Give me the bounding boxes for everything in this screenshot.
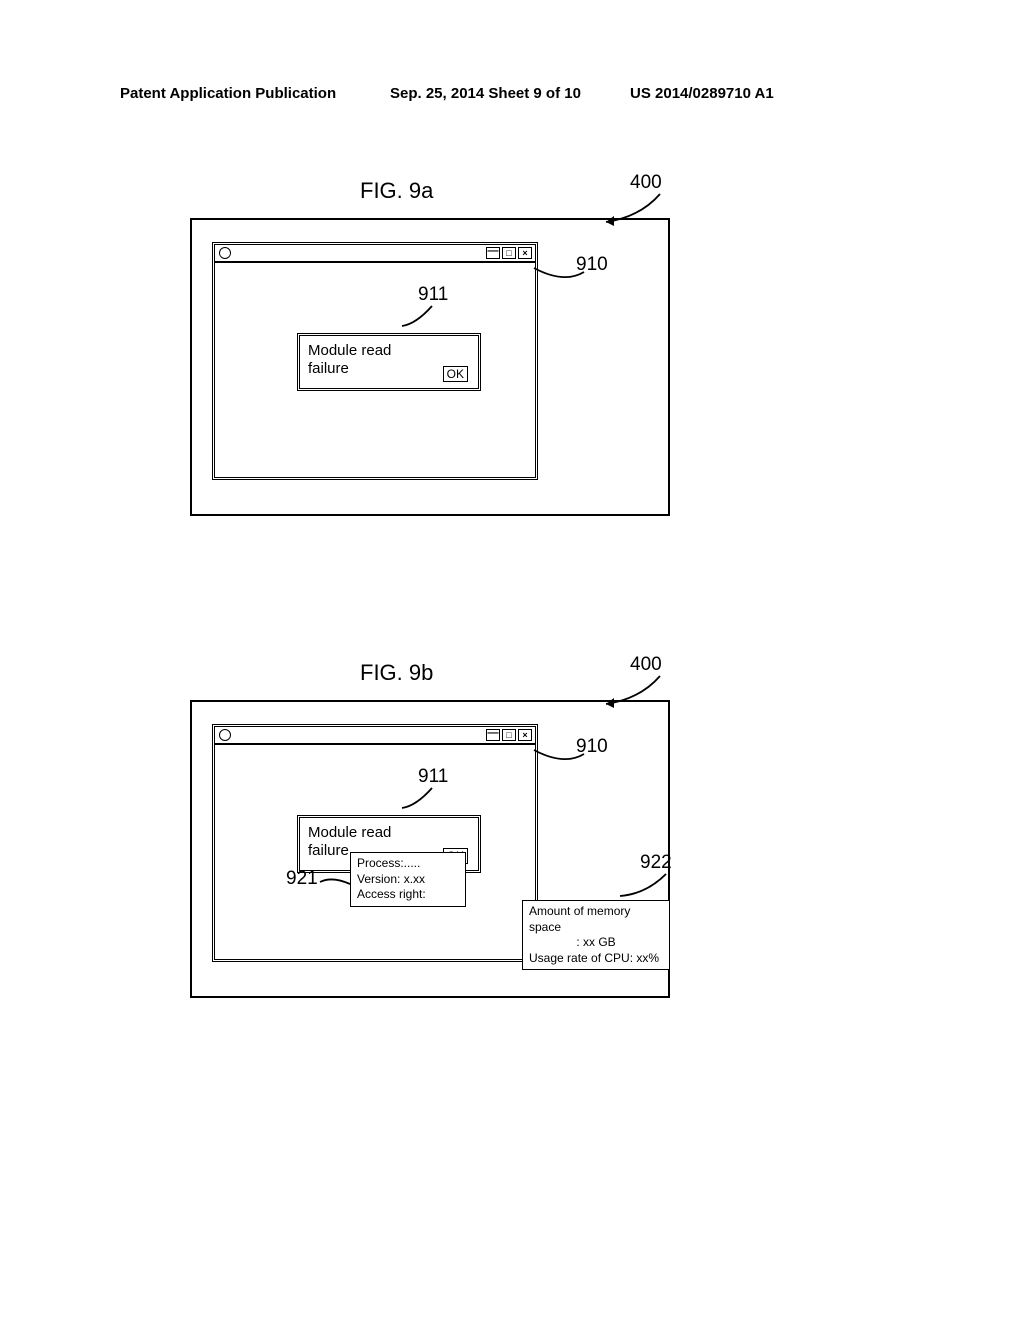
lead-922	[616, 872, 672, 902]
close-button[interactable]: ×	[518, 247, 532, 259]
lead-921	[318, 874, 354, 892]
ref-400-a: 400	[630, 172, 662, 194]
minimize-button[interactable]: —	[486, 247, 500, 259]
lead-910-b	[530, 746, 590, 772]
tooltip-922-line3: Usage rate of CPU: xx%	[529, 951, 663, 967]
tooltip-921: Process:..... Version: x.xx Access right…	[350, 852, 466, 907]
tooltip-921-line1: Process:.....	[357, 856, 459, 872]
dialog-text-line1: Module read	[308, 824, 470, 842]
ok-button-a[interactable]: OK	[443, 366, 468, 382]
ref-921: 921	[286, 868, 318, 890]
figure-9b-title: FIG. 9b	[360, 660, 433, 686]
header-left: Patent Application Publication	[120, 85, 336, 102]
minimize-button[interactable]: —	[486, 729, 500, 741]
lead-400-b	[600, 674, 670, 710]
maximize-button[interactable]: □	[502, 729, 516, 741]
lead-911-a	[398, 302, 438, 330]
titlebar-icon	[219, 729, 231, 741]
figure-9a-title: FIG. 9a	[360, 178, 433, 204]
app-window-b: — □ × Module read failure OK	[212, 724, 538, 962]
maximize-button[interactable]: □	[502, 247, 516, 259]
lead-910-a	[530, 264, 590, 290]
dialog-text-line1: Module read	[308, 342, 470, 360]
tooltip-921-line2: Version: x.xx	[357, 872, 459, 888]
tooltip-922-line1: Amount of memory space	[529, 904, 663, 935]
tooltip-922: Amount of memory space : xx GB Usage rat…	[522, 900, 670, 970]
titlebar-controls: — □ ×	[486, 247, 532, 259]
titlebar-icon	[219, 247, 231, 259]
header-right: US 2014/0289710 A1	[630, 85, 774, 102]
app-window-a: — □ × Module read failure OK	[212, 242, 538, 480]
ref-922: 922	[640, 852, 672, 874]
titlebar-controls: — □ ×	[486, 729, 532, 741]
lead-911-b	[398, 784, 438, 812]
titlebar-a: — □ ×	[215, 245, 535, 263]
titlebar-b: — □ ×	[215, 727, 535, 745]
lead-400-a	[600, 192, 670, 228]
header-center: Sep. 25, 2014 Sheet 9 of 10	[390, 85, 581, 102]
tooltip-921-line3: Access right:	[357, 887, 459, 903]
error-dialog-a: Module read failure OK	[297, 333, 481, 391]
tooltip-922-line2: : xx GB	[529, 935, 663, 951]
ref-400-b: 400	[630, 654, 662, 676]
close-button[interactable]: ×	[518, 729, 532, 741]
